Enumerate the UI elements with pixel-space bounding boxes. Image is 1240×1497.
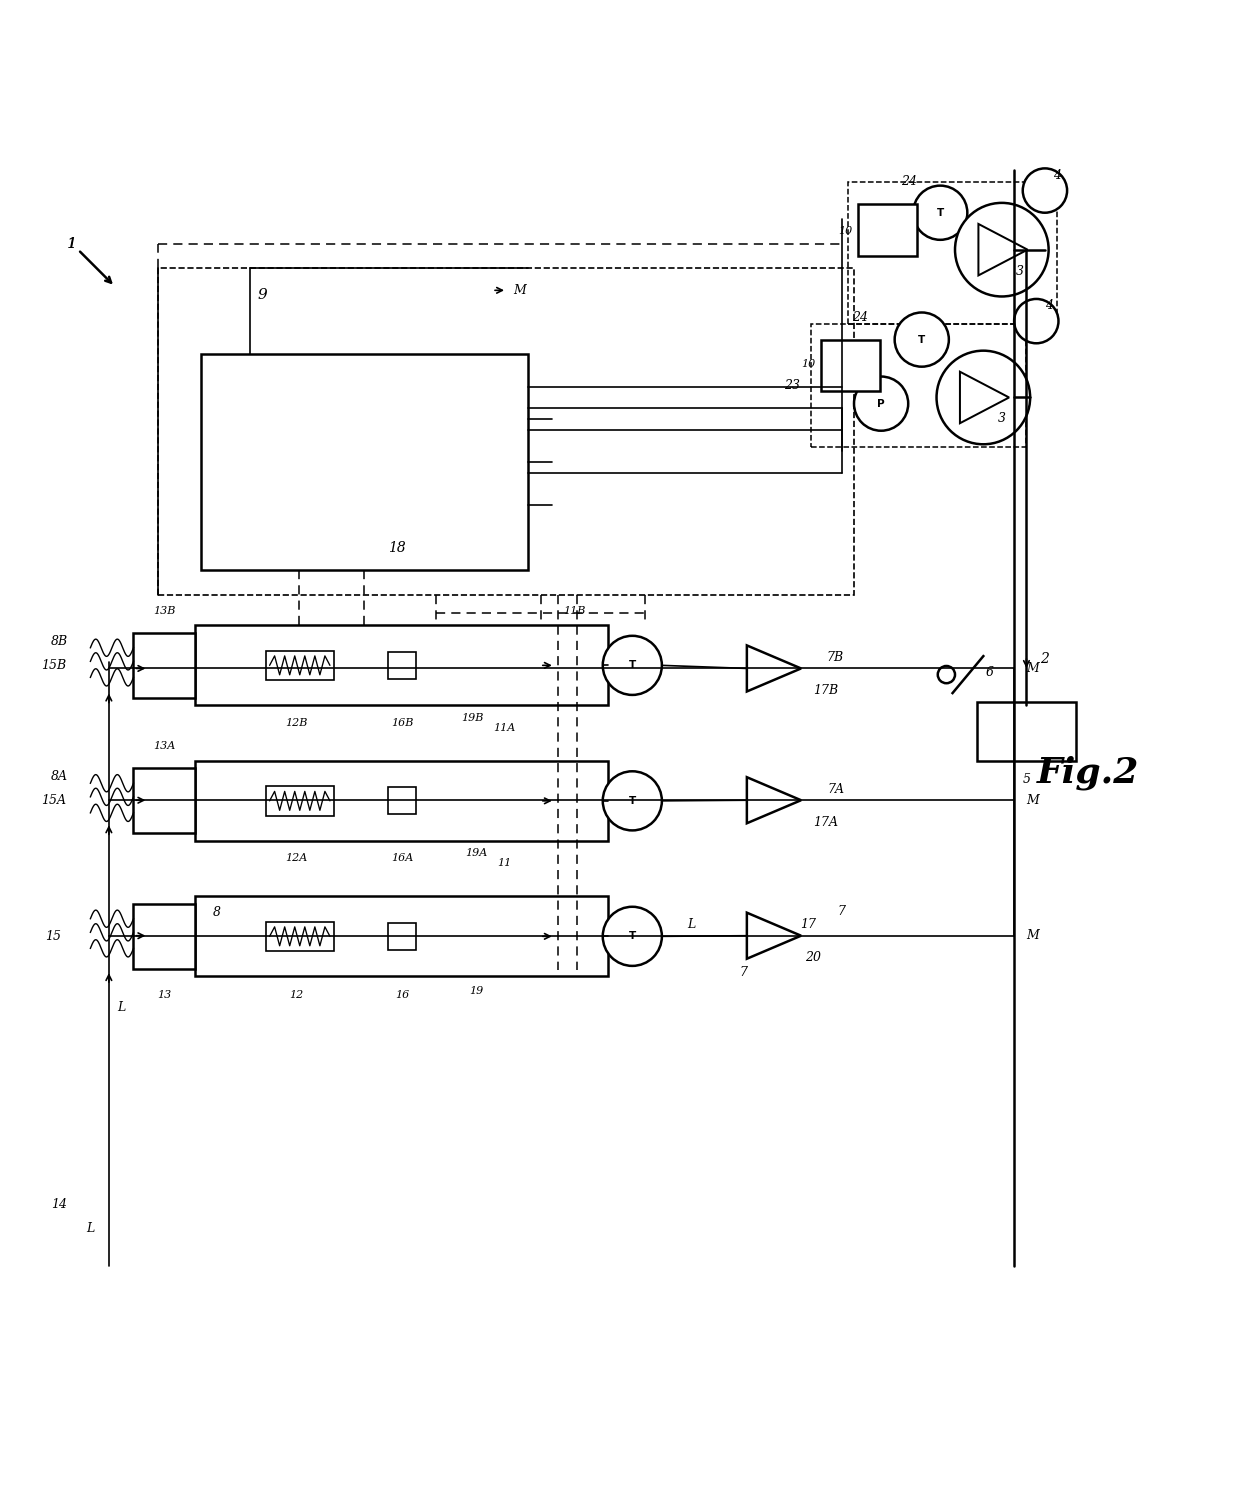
Text: 6: 6 (986, 666, 993, 678)
Polygon shape (978, 225, 1028, 275)
Bar (195, 897, 608, 976)
Text: Fig.2: Fig.2 (1037, 756, 1140, 790)
Bar (195, 760, 608, 841)
Text: 5: 5 (1023, 772, 1030, 786)
Bar (265, 786, 334, 816)
Text: 11B: 11B (563, 606, 585, 615)
Text: 8A: 8A (51, 771, 68, 783)
Text: 13A: 13A (154, 741, 175, 751)
Polygon shape (746, 913, 801, 958)
Text: 19A: 19A (465, 849, 487, 858)
Text: 8: 8 (213, 906, 221, 919)
Circle shape (937, 666, 955, 683)
Text: 23: 23 (785, 379, 801, 392)
Text: 24: 24 (852, 311, 868, 323)
Bar (811, 323, 1027, 446)
Bar (201, 355, 528, 570)
Text: M: M (1027, 662, 1039, 675)
Text: 17: 17 (801, 918, 816, 931)
Text: 13B: 13B (153, 606, 176, 615)
Text: L: L (117, 1000, 125, 1013)
Text: P: P (878, 398, 885, 409)
Text: T: T (629, 931, 636, 942)
Bar (134, 768, 195, 834)
Text: L: L (87, 1223, 94, 1235)
Text: T: T (918, 335, 925, 344)
Polygon shape (746, 777, 801, 823)
Text: 11: 11 (497, 858, 512, 868)
Text: 14: 14 (52, 1198, 68, 1211)
Text: 3: 3 (1017, 265, 1024, 278)
Text: M: M (1027, 793, 1039, 807)
Text: T: T (629, 796, 636, 805)
Text: T: T (629, 660, 636, 671)
Text: 16: 16 (394, 990, 409, 1000)
Text: 12: 12 (289, 990, 304, 1000)
Circle shape (603, 771, 662, 831)
Bar (195, 626, 608, 705)
Text: 20: 20 (805, 952, 821, 964)
Bar (388, 922, 415, 951)
Polygon shape (746, 645, 801, 692)
Text: 16A: 16A (391, 853, 413, 864)
Circle shape (1023, 168, 1068, 213)
Text: 7: 7 (838, 904, 846, 918)
Text: 7B: 7B (827, 651, 844, 663)
Text: 7A: 7A (827, 783, 844, 795)
Text: 10: 10 (801, 359, 816, 370)
Text: 24: 24 (901, 175, 918, 189)
Text: 11A: 11A (494, 723, 516, 732)
Text: 1: 1 (67, 237, 77, 250)
Text: 10: 10 (838, 226, 853, 237)
Circle shape (936, 350, 1030, 445)
Text: 13: 13 (157, 990, 171, 1000)
Bar (858, 204, 916, 256)
Text: 1: 1 (67, 237, 77, 250)
Circle shape (603, 636, 662, 695)
Circle shape (955, 204, 1049, 296)
Circle shape (913, 186, 967, 240)
Text: 17A: 17A (813, 816, 838, 829)
Bar (977, 702, 1076, 760)
Bar (388, 787, 415, 814)
Text: 2: 2 (1040, 651, 1049, 666)
Circle shape (854, 377, 908, 431)
Text: 3: 3 (998, 412, 1006, 425)
Text: 19: 19 (469, 987, 484, 996)
Text: 19B: 19B (461, 713, 484, 723)
Circle shape (1014, 299, 1059, 343)
Bar (134, 633, 195, 698)
Text: 16B: 16B (391, 717, 413, 728)
Text: 15: 15 (46, 930, 62, 943)
Bar (388, 651, 415, 680)
Text: T: T (936, 208, 944, 217)
Bar (159, 268, 854, 594)
Text: M: M (513, 284, 526, 296)
Text: 7: 7 (739, 966, 748, 979)
Bar (134, 904, 195, 969)
Text: 12A: 12A (285, 853, 308, 864)
Text: 15A: 15A (41, 795, 66, 807)
Text: 12B: 12B (285, 717, 308, 728)
Bar (848, 183, 1058, 323)
Circle shape (603, 907, 662, 966)
Text: 18: 18 (388, 540, 405, 555)
Text: 9: 9 (258, 289, 268, 302)
Text: 8B: 8B (51, 635, 68, 648)
Bar (265, 922, 334, 951)
Text: 17B: 17B (813, 684, 838, 698)
Bar (265, 651, 334, 680)
Text: L: L (687, 918, 694, 931)
Text: 15B: 15B (41, 659, 66, 672)
Text: 4: 4 (1053, 169, 1061, 183)
Polygon shape (960, 371, 1009, 424)
Bar (821, 340, 880, 391)
Circle shape (895, 313, 949, 367)
Text: M: M (1027, 930, 1039, 942)
Text: 4: 4 (1044, 298, 1053, 311)
